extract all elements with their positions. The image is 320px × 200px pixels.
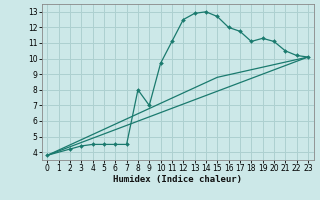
X-axis label: Humidex (Indice chaleur): Humidex (Indice chaleur) xyxy=(113,175,242,184)
